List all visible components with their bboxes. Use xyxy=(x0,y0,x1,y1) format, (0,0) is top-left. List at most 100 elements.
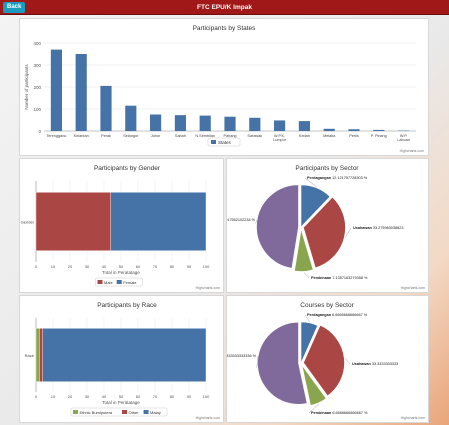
pie-slice xyxy=(300,321,319,364)
courses-chart-panel: Courses by Sector Perdagangan 6.666666666… xyxy=(214,295,429,423)
x-tick-label: Selangor xyxy=(123,134,139,138)
slice-label: Pembinaan 7.1357163279358 % xyxy=(311,276,368,280)
legend-swatch xyxy=(143,410,149,414)
x-tick-label: Perlis xyxy=(349,134,359,138)
slice-label: Usahawan 33.3333333333 xyxy=(352,362,398,366)
pie-slice xyxy=(257,321,308,405)
slice-label: Perdagangan 6.6666666666667 % xyxy=(307,313,368,317)
bar xyxy=(348,129,360,131)
slice-label: Perdagangan 12.121757728303 % xyxy=(307,176,368,180)
bar xyxy=(50,49,62,131)
x-tick-label: 60 xyxy=(136,394,141,399)
x-tick-label: W.P.K. Lumpur xyxy=(273,134,287,142)
pie-slice xyxy=(303,196,346,269)
x-tick-label: 70 xyxy=(153,264,158,269)
slice-label: Usahawan 33.275963038823 xyxy=(353,226,403,230)
bar xyxy=(100,85,112,131)
slice-label: Pembinaan 6.6666666666667 % xyxy=(311,411,368,415)
sector-chart: Participants by Sector Perdagangan 12.121… xyxy=(207,165,425,290)
x-axis-label: Total in Peratatage xyxy=(102,270,140,275)
credits-label: Highcharts.com xyxy=(400,149,424,153)
bar-segment xyxy=(35,192,112,251)
x-tick-label: 90 xyxy=(187,394,192,399)
x-tick-label: 0 xyxy=(35,264,38,269)
bar-segment xyxy=(110,192,207,251)
bar-segment xyxy=(39,328,43,382)
chart-title: Courses by Sector xyxy=(300,302,354,309)
connector-line xyxy=(345,358,351,365)
connector-line xyxy=(303,272,310,279)
x-tick-label: 30 xyxy=(85,394,90,399)
race-chart-panel: Participants by Race 0 10 20 30 40 50 60 70 80 90 1… xyxy=(19,295,224,423)
bar xyxy=(249,117,261,131)
x-tick-label: 60 xyxy=(136,264,141,269)
states-chart: Participants by States 0 100 200 300 400 Numbe… xyxy=(24,25,424,153)
x-tick-label: 80 xyxy=(170,264,175,269)
slice-label: ian 53.333333333336 % xyxy=(227,354,257,358)
x-tick-label: 50 xyxy=(119,394,124,399)
legend-swatch xyxy=(72,410,78,414)
x-tick-label: 90 xyxy=(187,264,192,269)
sector-chart-panel: Participants by Sector Perdagangan 12.121… xyxy=(207,158,429,293)
y-tick-label: 300 xyxy=(33,63,41,68)
pie-slice xyxy=(256,184,299,269)
bar xyxy=(174,115,186,131)
x-axis-label: Total in Peratatage xyxy=(102,400,140,405)
states-chart-panel: Participants by States 0 100 200 300 400 Numbe… xyxy=(19,18,429,156)
x-tick-label: 20 xyxy=(68,264,73,269)
x-tick-label: Kedah xyxy=(299,134,310,138)
legend-label: Malay xyxy=(150,410,161,415)
x-tick-label: Melaka xyxy=(323,134,336,138)
credits-label: Highcharts.com xyxy=(196,286,220,290)
connector-line xyxy=(345,227,352,238)
x-tick-label: 40 xyxy=(102,394,107,399)
x-tick-label: W.P. Labuan xyxy=(397,134,410,142)
x-tick-label: 100 xyxy=(203,264,210,269)
y-axis-label: Number of participants xyxy=(24,64,29,110)
x-tick-label: N.Sembilan xyxy=(195,134,215,138)
x-tick-label: 30 xyxy=(85,264,90,269)
courses-chart: Courses by Sector Perdagangan 6.666666666… xyxy=(214,302,425,420)
y-tick-label: 400 xyxy=(33,41,41,46)
pie-slice xyxy=(303,324,345,397)
bar xyxy=(373,129,385,131)
legend-label: States xyxy=(218,140,232,145)
slice-label: ian 47.467017552102234 % xyxy=(227,218,256,222)
legend-label: Ethnic Bumiputera xyxy=(79,410,112,415)
credits-label: Highcharts.com xyxy=(401,416,425,420)
chart-title: Participants by Gender xyxy=(94,165,161,172)
connector-line xyxy=(304,314,310,323)
x-tick-label: 100 xyxy=(203,394,210,399)
chart-title: Participants by Sector xyxy=(295,165,359,172)
bar xyxy=(199,115,211,131)
x-tick-label: Johor xyxy=(151,134,161,138)
x-tick-label: Kelantan xyxy=(74,134,89,138)
bar-segment xyxy=(42,328,207,382)
bar xyxy=(298,121,310,131)
credits-label: Highcharts.com xyxy=(196,416,220,420)
gender-chart: Participants by Gender 0 10 20 30 40 50 60 70 80 9… xyxy=(21,165,220,290)
x-tick-label: 10 xyxy=(51,264,56,269)
x-tick-label: 40 xyxy=(102,264,107,269)
legend-label: Other xyxy=(129,410,140,415)
back-button[interactable]: Back xyxy=(3,2,26,13)
x-tick-label: Perak xyxy=(101,134,111,138)
chart-title: Participants by Race xyxy=(97,302,157,309)
legend-label: Female xyxy=(123,280,137,285)
x-tick-label: 20 xyxy=(68,394,73,399)
y-tick-label: Gender xyxy=(21,220,35,225)
x-tick-label: 0 xyxy=(35,394,38,399)
legend-swatch xyxy=(122,410,128,414)
top-bar: Back FTC EPU/K Impak xyxy=(0,0,449,15)
x-tick-label: 70 xyxy=(153,394,158,399)
y-tick-label: 200 xyxy=(33,85,41,90)
x-tick-label: 10 xyxy=(51,394,56,399)
pie-slice xyxy=(294,229,314,272)
legend-swatch xyxy=(97,280,103,284)
x-tick-label: Terengganu xyxy=(46,134,66,138)
legend-swatch xyxy=(211,140,216,144)
race-chart: Participants by Race 0 10 20 30 40 50 60 70 80 90 1… xyxy=(25,302,220,420)
bar xyxy=(323,128,335,131)
y-tick-label: 100 xyxy=(33,107,41,112)
gender-chart-panel: Participants by Gender 0 10 20 30 40 50 60 70 80 9… xyxy=(19,158,224,293)
